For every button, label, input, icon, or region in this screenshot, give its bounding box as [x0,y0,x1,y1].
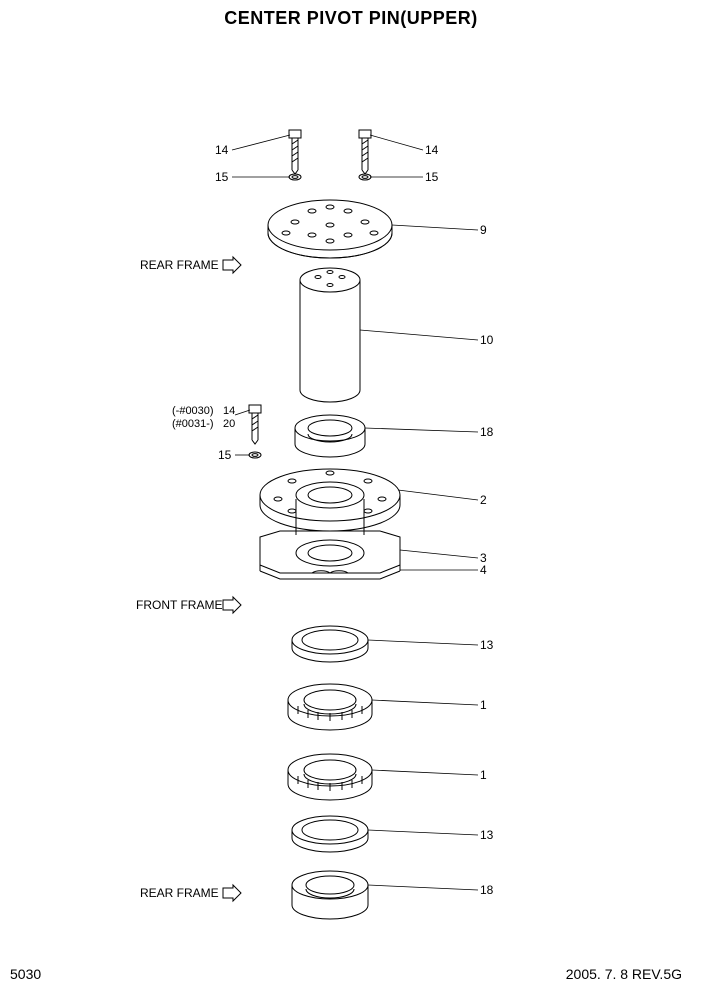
callout-10: 10 [480,333,493,347]
callout-13b: 13 [480,828,493,842]
callout-range-0031: (#0031-) [172,418,214,430]
callout-14-tr: 14 [425,143,438,157]
rear-frame-label-lower: REAR FRAME [140,886,219,900]
front-frame-label: FRONT FRAME [136,598,222,612]
callout-4: 4 [480,563,487,577]
callout-15-mid: 15 [218,448,231,462]
callout-9: 9 [480,223,487,237]
callout-18a: 18 [480,425,493,439]
exploded-view-diagram [0,0,702,992]
callout-15-tl: 15 [215,170,228,184]
callout-1b: 1 [480,768,487,782]
callout-1a: 1 [480,698,487,712]
callout-13a: 13 [480,638,493,652]
page-number: 5030 [10,966,41,982]
callout-20-mid: 20 [223,418,235,430]
callout-2: 2 [480,493,487,507]
callout-18b: 18 [480,883,493,897]
callout-range-0030: (-#0030) [172,405,214,417]
callout-15-tr: 15 [425,170,438,184]
callout-14-mid: 14 [223,405,235,417]
rear-frame-label-upper: REAR FRAME [140,258,219,272]
callout-14-tl: 14 [215,143,228,157]
revision-stamp: 2005. 7. 8 REV.5G [566,966,682,982]
